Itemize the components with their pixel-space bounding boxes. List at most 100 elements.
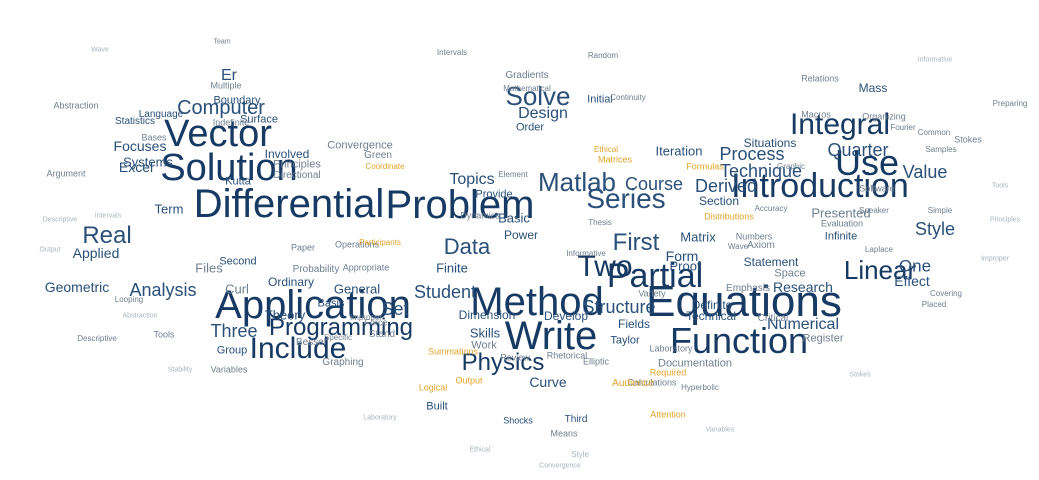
- word: Section: [698, 194, 740, 208]
- word: Statement: [743, 255, 799, 269]
- word: Variables: [705, 426, 735, 434]
- word: Include: [249, 332, 347, 365]
- word: Style: [914, 219, 956, 239]
- word: Principles: [989, 216, 1021, 224]
- word: Computer: [177, 97, 265, 119]
- word: Informative: [917, 56, 953, 64]
- word: Initial: [587, 93, 613, 106]
- word: Abstraction: [53, 100, 99, 111]
- word: Force: [364, 317, 388, 328]
- word: Random: [587, 51, 619, 60]
- word: Function: [669, 320, 809, 361]
- word: Topics: [449, 171, 495, 188]
- word: Term: [154, 201, 184, 217]
- word: Improper: [980, 255, 1010, 263]
- word: Infinite: [824, 230, 858, 243]
- word: Problem: [385, 183, 535, 227]
- word: Green: [364, 150, 392, 161]
- word: Taylor: [610, 334, 640, 347]
- word: Laboratory: [649, 343, 693, 354]
- word: Bases: [141, 132, 167, 143]
- word: Placed: [921, 300, 947, 309]
- word: Common: [917, 128, 951, 137]
- word: Curl: [225, 281, 249, 297]
- word: Speaker: [859, 206, 889, 215]
- word: Files: [195, 260, 223, 276]
- word: Elliptic: [582, 356, 610, 367]
- word: Audience: [612, 378, 654, 389]
- word: Quarter: [827, 140, 889, 160]
- word: Data: [443, 234, 491, 259]
- word: Effect: [894, 273, 930, 289]
- word: Iteration: [655, 143, 703, 159]
- word: Method: [470, 280, 604, 324]
- word: Probability: [292, 264, 340, 275]
- word: Series: [586, 183, 666, 214]
- word: Technique: [719, 161, 803, 181]
- word: Simple: [927, 206, 953, 215]
- word: Situations: [743, 136, 797, 150]
- word: Solve: [505, 81, 571, 111]
- word: Application: [215, 283, 411, 327]
- word: Boundary: [213, 94, 261, 107]
- word: Summations: [427, 346, 479, 357]
- word: Ethical: [469, 446, 491, 454]
- word: Mathematical: [503, 84, 551, 93]
- word: Research: [773, 279, 833, 295]
- word: Convergence: [539, 462, 581, 470]
- word: Hyperbolic: [681, 383, 719, 392]
- word: Organizing: [862, 111, 906, 122]
- word: Programming: [268, 314, 414, 341]
- word: Kutta: [225, 175, 251, 188]
- word: General: [333, 281, 381, 297]
- word: Group: [216, 344, 248, 357]
- word: Software: [859, 183, 895, 194]
- word: Focuses: [113, 138, 167, 154]
- word: Wave: [727, 242, 749, 251]
- word: Tools: [153, 329, 175, 340]
- word: Language: [138, 109, 184, 120]
- word: Wave: [91, 46, 109, 54]
- word: Solution: [160, 147, 298, 189]
- word: Real: [82, 222, 132, 249]
- word: Specific: [323, 333, 353, 342]
- word: Technical: [685, 309, 737, 323]
- word: Preparing: [992, 99, 1028, 108]
- word: Basis: [317, 297, 345, 310]
- word: Covering: [929, 289, 963, 298]
- word: Axiom: [747, 240, 775, 251]
- word: Write: [504, 314, 598, 358]
- word: Numbers: [735, 231, 773, 242]
- word: Equations: [646, 277, 842, 326]
- word: Evaluation: [820, 218, 864, 229]
- word: Power: [503, 228, 539, 242]
- word: Partial: [606, 257, 704, 295]
- word: Use: [834, 142, 900, 183]
- word: Logical: [418, 382, 448, 393]
- word: Curve: [529, 374, 567, 390]
- word: Formulas: [686, 161, 724, 172]
- word: Output: [455, 375, 483, 386]
- word: Informative: [566, 249, 606, 258]
- word: Convergence: [327, 139, 393, 152]
- word: Geometric: [44, 279, 110, 295]
- word: Third: [564, 414, 588, 425]
- word: Derived: [694, 176, 758, 196]
- word: Shocks: [503, 415, 533, 426]
- word: Paper: [290, 242, 316, 253]
- word: Course: [624, 174, 684, 194]
- word: Team: [213, 38, 231, 46]
- word: Basic: [498, 210, 530, 226]
- word: Directional: [273, 170, 321, 181]
- word: Provide: [475, 188, 513, 201]
- word: Thesis: [588, 218, 612, 227]
- word: Multiple: [210, 80, 242, 91]
- word: Differential: [193, 182, 385, 226]
- word: Dynamics: [460, 210, 500, 221]
- word: Descriptive: [77, 334, 117, 343]
- word: Output: [39, 246, 61, 254]
- word: Definite: [691, 298, 733, 312]
- word: Work: [471, 339, 497, 352]
- word: Tools: [991, 182, 1009, 190]
- word: Argument: [46, 168, 86, 179]
